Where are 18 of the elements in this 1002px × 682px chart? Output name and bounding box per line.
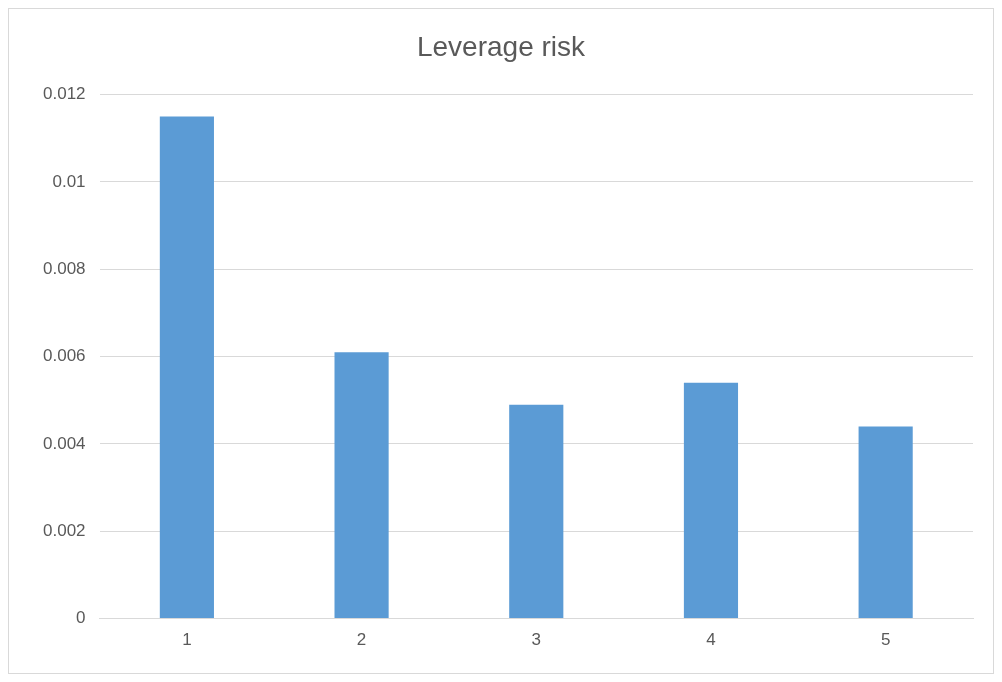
y-tick-label: 0.002 xyxy=(42,520,86,540)
bar xyxy=(683,382,739,619)
bar xyxy=(334,352,389,619)
x-tick-label: 3 xyxy=(531,630,542,650)
bar xyxy=(858,426,913,619)
chart-title: Leverage risk xyxy=(416,30,587,62)
x-tick-label: 4 xyxy=(706,630,716,650)
y-tick-label: 0 xyxy=(76,608,86,628)
y-tick-label: 0.008 xyxy=(42,258,86,278)
bar xyxy=(509,404,564,619)
bar xyxy=(159,116,214,619)
y-tick-label: 0.006 xyxy=(42,346,86,366)
x-tick-label: 5 xyxy=(880,630,891,650)
x-tick-label: 2 xyxy=(356,630,367,650)
y-tick-label: 0.004 xyxy=(42,433,86,453)
x-tick-label: 1 xyxy=(182,630,192,650)
y-tick-label: 0.012 xyxy=(42,84,86,104)
y-tick-label: 0.01 xyxy=(52,171,86,191)
